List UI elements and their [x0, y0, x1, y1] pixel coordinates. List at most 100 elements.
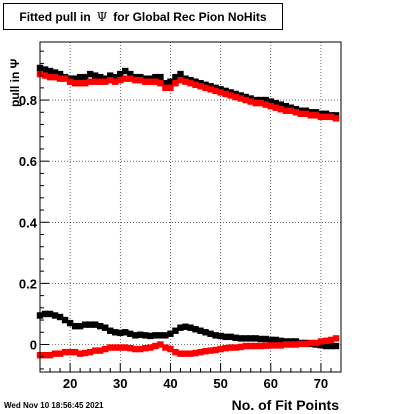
series-2 — [36, 70, 340, 122]
data-point — [86, 348, 94, 356]
data-point — [97, 347, 104, 354]
data-point — [147, 332, 154, 340]
data-point — [41, 351, 49, 359]
data-point — [122, 67, 129, 75]
data-point — [91, 321, 99, 328]
data-point — [91, 347, 99, 354]
data-point — [56, 313, 64, 321]
data-point — [71, 322, 79, 330]
data-point — [167, 345, 174, 353]
y-tick-label: 0 — [30, 338, 37, 353]
data-point — [222, 344, 229, 352]
x-tick-label: 40 — [163, 376, 177, 391]
data-point — [212, 346, 219, 354]
data-point — [132, 345, 139, 353]
data-point — [66, 78, 74, 85]
data-point — [272, 336, 279, 344]
data-point — [172, 80, 179, 87]
data-point — [257, 335, 264, 343]
data-point — [97, 78, 104, 85]
data-point — [66, 348, 74, 356]
data-point — [207, 330, 214, 338]
data-point — [292, 109, 300, 116]
data-point — [252, 335, 259, 342]
data-point — [117, 344, 124, 351]
data-point — [192, 81, 199, 88]
data-point — [152, 342, 159, 350]
data-point — [322, 113, 330, 121]
data-point — [267, 336, 274, 344]
data-point — [152, 78, 159, 85]
data-point — [167, 84, 174, 92]
data-point — [112, 329, 119, 336]
y-tick-label: 0.2 — [19, 276, 37, 291]
data-point — [117, 76, 124, 84]
data-point — [56, 70, 64, 78]
data-point — [252, 342, 259, 350]
data-point — [302, 110, 310, 118]
data-point — [247, 335, 254, 342]
data-point — [51, 73, 59, 81]
data-point — [56, 75, 64, 82]
data-point — [202, 348, 209, 355]
data-point — [102, 78, 109, 85]
data-point — [157, 80, 164, 87]
data-point — [192, 326, 199, 333]
data-point — [117, 70, 124, 78]
data-point — [86, 78, 94, 85]
data-point — [51, 69, 59, 76]
data-point — [327, 342, 335, 350]
x-tick-label: 70 — [314, 376, 328, 391]
data-point — [46, 310, 54, 318]
data-point — [61, 316, 69, 324]
data-point — [137, 345, 144, 353]
data-point — [262, 101, 269, 108]
data-point — [217, 332, 224, 340]
data-point — [157, 341, 164, 348]
data-point — [107, 327, 114, 334]
chart-title-suffix: for Global Rec Pion NoHits — [113, 9, 267, 24]
data-point — [112, 78, 119, 85]
data-point — [237, 95, 244, 102]
data-point — [76, 80, 84, 87]
timestamp: Wed Nov 10 18:56:45 2021 — [4, 401, 104, 410]
data-point — [182, 323, 189, 330]
data-point — [327, 336, 335, 344]
data-point — [117, 329, 124, 337]
data-point — [91, 72, 99, 79]
data-point — [197, 348, 204, 356]
data-point — [142, 332, 149, 339]
data-point — [46, 351, 54, 359]
grid-lines — [40, 42, 341, 372]
data-point — [81, 321, 89, 328]
data-point — [97, 73, 104, 81]
data-point — [322, 337, 330, 345]
data-point — [292, 341, 300, 348]
x-axis-label: No. of Fit Points — [232, 397, 340, 413]
data-point — [212, 87, 219, 95]
data-point — [157, 73, 164, 81]
data-point — [257, 99, 264, 107]
data-point — [182, 78, 189, 85]
y-tick-label: 0.4 — [19, 215, 38, 230]
data-series — [36, 64, 340, 359]
data-point — [51, 350, 59, 357]
data-point — [217, 345, 224, 353]
data-point — [157, 332, 164, 339]
data-point — [242, 342, 249, 350]
data-point — [162, 80, 169, 87]
data-point — [232, 334, 239, 341]
data-point — [81, 80, 89, 87]
y-tick-label: 0.8 — [19, 93, 37, 108]
data-point — [197, 83, 204, 90]
data-point — [127, 70, 134, 78]
data-point — [227, 344, 234, 351]
data-point — [177, 70, 184, 78]
data-point — [262, 96, 269, 104]
data-point — [242, 335, 249, 342]
data-point — [71, 348, 79, 356]
data-point — [297, 340, 305, 348]
data-point — [272, 99, 279, 107]
chart-title: Fitted pull in Ψ for Global Rec Pion NoH… — [3, 3, 283, 30]
